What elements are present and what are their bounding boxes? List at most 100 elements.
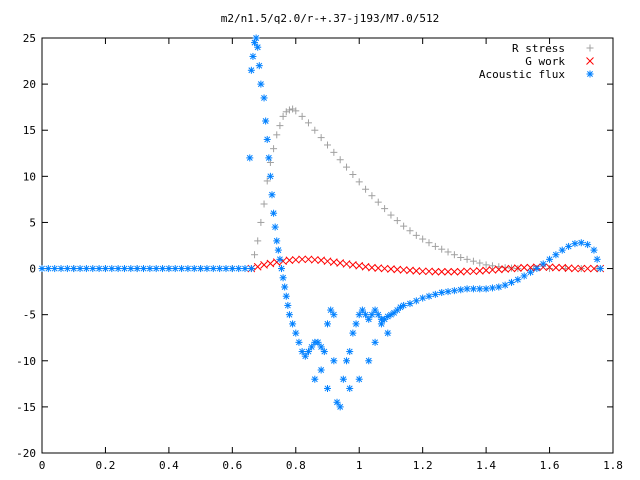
star-d2 <box>273 237 280 244</box>
cross-b <box>253 262 262 271</box>
cross-b <box>260 261 268 269</box>
star-d2 <box>365 357 372 364</box>
g-work-point <box>590 264 598 273</box>
star-d2 <box>178 265 185 272</box>
cross-b <box>494 265 503 274</box>
acoustic-flux-point <box>257 80 265 88</box>
acoustic-flux-point <box>51 265 59 273</box>
star-d2 <box>305 348 312 355</box>
star-d2 <box>495 284 502 290</box>
acoustic-flux-point <box>593 255 601 263</box>
x-tick-label: 0.8 <box>286 459 306 472</box>
acoustic-flux-point <box>57 265 65 273</box>
g-work-point <box>253 262 262 271</box>
r-stress-point <box>349 170 357 178</box>
star-d2 <box>272 224 279 231</box>
acoustic-flux-point <box>140 265 148 273</box>
acoustic-flux-point <box>255 62 263 70</box>
star-d2 <box>597 265 604 272</box>
r-stress-point <box>292 107 300 115</box>
star-d2 <box>330 311 337 318</box>
star-d2 <box>302 353 309 360</box>
y-tick-label: 25 <box>23 32 36 45</box>
acoustic-flux-point <box>298 348 306 356</box>
cross-b <box>488 266 497 274</box>
star-d2 <box>565 243 572 250</box>
acoustic-flux-point <box>165 265 173 273</box>
acoustic-flux-point <box>552 251 560 259</box>
y-tick-label: 0 <box>29 263 36 276</box>
r-stress-point <box>476 259 484 267</box>
acoustic-flux-point <box>159 265 167 273</box>
acoustic-flux-point <box>488 284 496 292</box>
star-d2 <box>334 399 340 406</box>
r-stress-point <box>450 251 458 259</box>
star-d2 <box>172 265 179 272</box>
acoustic-flux-point <box>520 272 528 280</box>
acoustic-flux-point <box>127 265 135 273</box>
acoustic-flux-point <box>362 311 370 319</box>
star-d2 <box>184 265 191 272</box>
acoustic-flux-point <box>133 265 141 273</box>
g-work-point <box>393 265 402 274</box>
star-d2 <box>216 265 223 272</box>
star-d2 <box>58 265 65 272</box>
star-d2 <box>400 302 407 309</box>
star-d2 <box>590 247 597 254</box>
g-work-point <box>545 263 554 272</box>
star-d2 <box>365 316 372 323</box>
g-work-point <box>558 263 567 272</box>
acoustic-flux-point <box>247 265 255 273</box>
g-work-point <box>291 255 300 264</box>
y-tick-label: -5 <box>23 309 36 322</box>
acoustic-flux-point <box>314 338 322 346</box>
cross-b <box>412 267 421 275</box>
star-d2 <box>327 307 334 314</box>
g-work-point <box>323 257 332 266</box>
acoustic-flux-point <box>266 172 274 180</box>
acoustic-flux-point <box>330 357 338 365</box>
acoustic-flux-point <box>349 329 357 337</box>
star-d2 <box>578 239 585 246</box>
star-d2 <box>356 311 363 318</box>
star-d2 <box>242 265 249 272</box>
acoustic-flux-point <box>292 329 300 337</box>
star-d2 <box>246 154 253 161</box>
axis-ticks: 0 0.2 0.4 0.6 0.8 1 1.2 1.4 1.6 1.8 -20 -15 -10 -5 0 5 1… <box>16 32 623 472</box>
y-tick-label: -20 <box>16 447 36 460</box>
g-work-point <box>285 256 294 265</box>
acoustic-flux-point <box>274 246 282 254</box>
acoustic-flux-point <box>295 338 303 346</box>
x-tick-label: 0.6 <box>222 459 242 472</box>
r-stress-point <box>488 262 496 270</box>
star-d2 <box>127 265 134 272</box>
acoustic-flux-point <box>590 246 598 254</box>
cross-b <box>279 257 287 266</box>
star-d2 <box>278 265 285 272</box>
acoustic-flux-point <box>265 154 273 162</box>
cross-b <box>520 263 529 272</box>
acoustic-flux-point <box>95 265 103 273</box>
r-stress-point <box>298 112 306 120</box>
cross-b <box>586 57 594 65</box>
g-work-point <box>456 267 465 276</box>
cross-b <box>406 266 414 275</box>
g-work-point <box>374 264 383 272</box>
g-work-point <box>513 264 522 272</box>
g-work-point <box>463 267 471 276</box>
cross-b <box>380 264 389 273</box>
star-d2 <box>533 265 540 272</box>
star-d2 <box>286 311 293 318</box>
star-d2 <box>197 265 204 272</box>
star-d2 <box>267 173 274 180</box>
star-d2 <box>384 330 391 337</box>
acoustic-flux-point <box>63 265 71 273</box>
r-stress-point <box>304 119 312 127</box>
r-stress-point <box>368 192 376 200</box>
acoustic-flux-point <box>324 384 331 392</box>
star-d2 <box>356 376 363 383</box>
star-d2 <box>108 265 115 272</box>
g-work-point <box>349 261 357 269</box>
